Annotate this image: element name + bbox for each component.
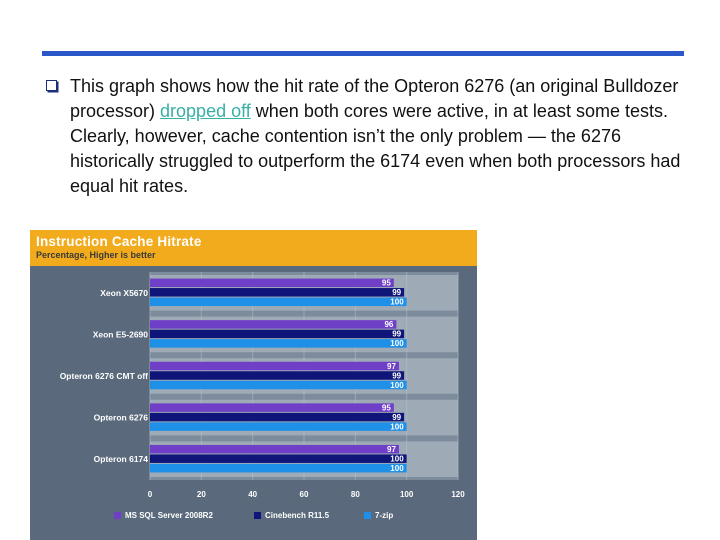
legend-swatch [254,512,261,519]
bar [150,380,407,390]
bar [150,329,405,339]
bar-value-label: 100 [390,339,404,348]
bar-value-label: 95 [382,279,391,288]
bar-value-label: 97 [387,445,396,454]
dropped-off-link[interactable]: dropped off [160,101,251,121]
x-tick-label: 120 [451,490,465,499]
bar [150,320,397,329]
bar [150,278,394,288]
x-tick-label: 80 [351,490,360,499]
body-text-start: This graph shows how the hit rate of the… [70,76,679,121]
legend-label: 7-zip [375,511,393,520]
legend-swatch [364,512,371,519]
bar [150,422,407,431]
bar-value-label: 100 [390,381,404,390]
bar [150,371,405,380]
x-tick-label: 100 [400,490,414,499]
chart-subtitle: Percentage, Higher is better [36,250,156,260]
x-tick-label: 60 [300,490,309,499]
bar [150,288,405,297]
bar-value-label: 95 [382,403,391,412]
legend-swatch [114,512,121,519]
bar [150,297,407,307]
bar-value-label: 100 [390,298,404,307]
chart-title: Instruction Cache Hitrate [36,234,202,249]
x-tick-label: 20 [197,490,206,499]
bar-value-label: 96 [384,320,393,329]
checkbox-bullet-icon [46,80,57,91]
bar [150,444,399,454]
bar-value-label: 100 [390,454,404,463]
body-text-end: when both cores were active, in at least… [70,101,681,196]
bar-value-label: 99 [392,371,401,380]
chart-image: Instruction Cache Hitrate Percentage, Hi… [30,230,477,540]
category-label: Xeon E5-2690 [93,329,149,339]
category-label: Opteron 6174 [94,454,149,464]
bar [150,339,407,348]
bar [150,361,399,371]
legend-label: MS SQL Server 2008R2 [125,511,213,520]
bar-value-label: 100 [390,464,404,473]
bar-value-label: 99 [392,330,401,339]
bar-value-label: 99 [392,288,401,297]
bar [150,412,405,422]
bar [150,463,407,473]
bar-value-label: 99 [392,413,401,422]
bar [150,403,394,412]
chart-header-band: Instruction Cache Hitrate Percentage, Hi… [30,230,477,266]
bar [150,454,407,463]
slide-body-text: This graph shows how the hit rate of the… [70,74,690,199]
category-label: Xeon X5670 [100,288,148,298]
category-label: Opteron 6276 CMT off [60,371,148,381]
x-tick-label: 0 [148,490,153,499]
title-underline-rule [42,51,684,56]
bar-value-label: 100 [390,422,404,431]
x-tick-label: 40 [248,490,257,499]
category-label: Opteron 6276 [94,413,149,423]
legend-label: Cinebench R11.5 [265,511,330,520]
bar-value-label: 97 [387,362,396,371]
